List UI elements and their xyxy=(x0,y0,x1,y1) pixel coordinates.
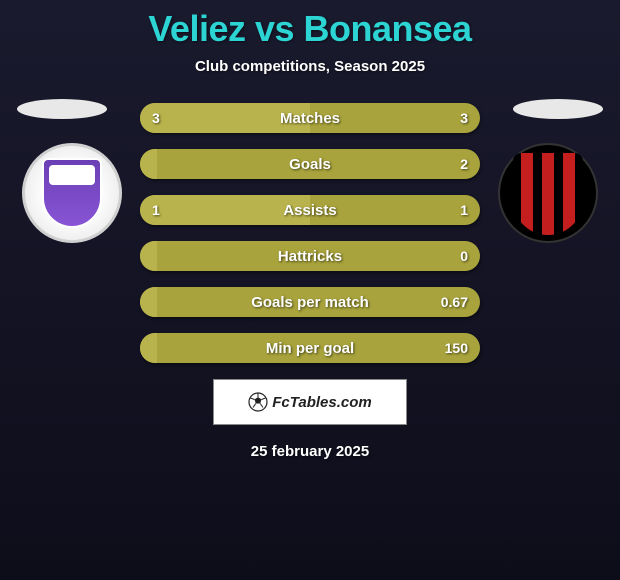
stat-label: Goals xyxy=(289,156,331,173)
footer-brand-text: FcTables.com xyxy=(272,394,371,411)
stat-label: Hattricks xyxy=(278,248,342,265)
shield-icon xyxy=(42,158,102,228)
stat-value-left: 1 xyxy=(152,202,160,218)
team-badge-left xyxy=(22,143,122,243)
stat-value-right: 150 xyxy=(445,340,468,356)
footer-brand-box: FcTables.com xyxy=(213,379,407,425)
stat-row-assists: 1 Assists 1 xyxy=(140,195,480,225)
stat-label: Goals per match xyxy=(251,294,369,311)
footer-date: 25 february 2025 xyxy=(12,443,608,460)
stat-value-right: 1 xyxy=(460,202,468,218)
stat-value-right: 3 xyxy=(460,110,468,126)
stat-label: Min per goal xyxy=(266,340,354,357)
bar-fill xyxy=(140,287,157,317)
stat-row-mpg: Min per goal 150 xyxy=(140,333,480,363)
bar-fill xyxy=(140,241,157,271)
subtitle: Club competitions, Season 2025 xyxy=(12,58,608,75)
ball-icon xyxy=(248,392,268,412)
stat-value-right: 2 xyxy=(460,156,468,172)
avatar-left xyxy=(17,99,107,119)
bar-fill xyxy=(140,333,157,363)
stat-bars: 3 Matches 3 Goals 2 1 Assists 1 Hattrick… xyxy=(140,103,480,363)
stat-row-gpm: Goals per match 0.67 xyxy=(140,287,480,317)
stat-row-goals: Goals 2 xyxy=(140,149,480,179)
stats-area: 3 Matches 3 Goals 2 1 Assists 1 Hattrick… xyxy=(12,103,608,363)
shield-icon xyxy=(513,153,583,235)
stat-label: Matches xyxy=(280,110,340,127)
stat-value-right: 0 xyxy=(460,248,468,264)
stat-value-right: 0.67 xyxy=(441,294,468,310)
team-badge-right xyxy=(498,143,598,243)
page-title: Veliez vs Bonansea xyxy=(12,0,608,50)
stat-row-hattricks: Hattricks 0 xyxy=(140,241,480,271)
avatar-right xyxy=(513,99,603,119)
stat-label: Assists xyxy=(283,202,336,219)
stat-value-left: 3 xyxy=(152,110,160,126)
stat-row-matches: 3 Matches 3 xyxy=(140,103,480,133)
bar-fill xyxy=(140,149,157,179)
